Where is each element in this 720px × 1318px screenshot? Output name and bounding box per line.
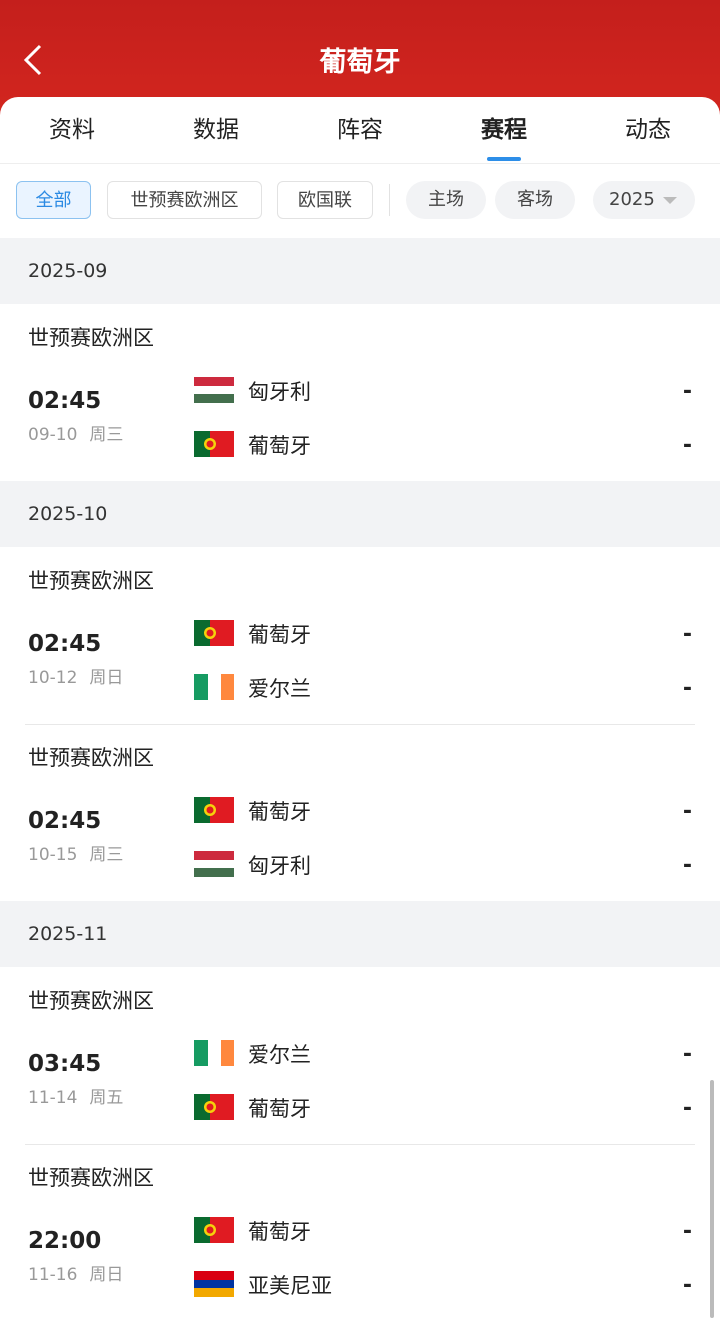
match-time: 22:00 [28, 1228, 102, 1254]
team-flag [194, 1094, 234, 1120]
tab[interactable]: 赛程 [432, 97, 576, 163]
team-name: 亚美尼亚 [248, 1274, 332, 1298]
date: 10-12 [28, 668, 78, 688]
divider [389, 184, 390, 216]
team-flag [194, 851, 234, 877]
team-name: 葡萄牙 [248, 800, 311, 824]
match-date: 11-14 周五 [28, 1083, 123, 1108]
team-name: 匈牙利 [248, 854, 311, 878]
team-score: - [682, 1042, 692, 1067]
team-score: - [682, 379, 692, 404]
date: 11-14 [28, 1088, 78, 1108]
team-flag [194, 797, 234, 823]
team-name: 葡萄牙 [248, 1097, 311, 1121]
team-score: - [682, 622, 692, 647]
dropdown-arrow [662, 197, 677, 204]
competition: 世预赛欧洲区 [28, 326, 154, 350]
team-flag [194, 1040, 234, 1066]
tab[interactable]: 阵容 [337, 117, 383, 143]
match-time: 03:45 [28, 1051, 102, 1077]
date: 11-16 [28, 1265, 78, 1285]
tab[interactable]: 数据 [193, 117, 239, 143]
venue-chip[interactable]: 客场 [495, 181, 575, 219]
match-time: 02:45 [28, 388, 102, 414]
tab[interactable]: 动态 [625, 117, 671, 143]
team-flag [194, 1271, 234, 1297]
weekday: 周五 [89, 1088, 124, 1108]
competition: 世预赛欧洲区 [28, 569, 154, 593]
match-card[interactable]: 世预赛欧洲区 22:00 11-16 周日 葡萄牙 - 亚美尼亚 - [0, 1144, 720, 1318]
match-date: 10-15 周三 [28, 840, 123, 865]
month-header: 2025-11 [0, 901, 720, 967]
match-card[interactable]: 世预赛欧洲区 02:45 10-12 周日 葡萄牙 - 爱尔兰 - [0, 547, 720, 724]
weekday: 周三 [89, 845, 124, 865]
competition: 世预赛欧洲区 [28, 1166, 154, 1190]
team-name: 爱尔兰 [248, 1043, 311, 1067]
team-flag [194, 674, 234, 700]
filter-chip[interactable]: 世预赛欧洲区 [107, 181, 262, 219]
team-name: 爱尔兰 [248, 677, 311, 701]
team-name: 葡萄牙 [248, 623, 311, 647]
team-score: - [682, 1219, 692, 1244]
team-score: - [682, 799, 692, 824]
content-panel: 资料 数据 阵容 赛程 动态 全部 世预赛欧洲区 欧国联 主场 客场 2025 2025-09 世预… [0, 97, 720, 1318]
competition: 世预赛欧洲区 [28, 989, 154, 1013]
weekday: 周日 [89, 1265, 124, 1285]
team-score: - [682, 433, 692, 458]
competition: 世预赛欧洲区 [28, 746, 154, 770]
date: 09-10 [28, 425, 78, 445]
match-card[interactable]: 世预赛欧洲区 02:45 10-15 周三 葡萄牙 - 匈牙利 - [0, 724, 720, 901]
filter-bar: 全部 世预赛欧洲区 欧国联 主场 客场 2025 [0, 164, 720, 238]
team-score: - [682, 1273, 692, 1298]
back-button[interactable] [14, 40, 54, 80]
team-name: 葡萄牙 [248, 1220, 311, 1244]
team-name: 匈牙利 [248, 380, 311, 404]
team-score: - [682, 676, 692, 701]
match-time: 02:45 [28, 808, 102, 834]
team-flag [194, 620, 234, 646]
tab-bar: 资料 数据 阵容 赛程 动态 [0, 97, 720, 164]
year-select[interactable]: 2025 [593, 181, 695, 219]
match-time: 02:45 [28, 631, 102, 657]
match-date: 11-16 周日 [28, 1260, 123, 1285]
team-flag [194, 377, 234, 403]
weekday: 周日 [89, 668, 124, 688]
team-score: - [682, 853, 692, 878]
team-score: - [682, 1096, 692, 1121]
match-date: 09-10 周三 [28, 420, 123, 445]
scrollbar [710, 1080, 714, 1318]
match-card[interactable]: 世预赛欧洲区 02:45 09-10 周三 匈牙利 - 葡萄牙 - [0, 304, 720, 481]
tab[interactable]: 资料 [49, 117, 95, 143]
match-list: 2025-09 世预赛欧洲区 02:45 09-10 周三 匈牙利 - 葡萄牙 -2025-10… [0, 238, 720, 1318]
team-flag [194, 431, 234, 457]
filter-chip[interactable]: 全部 [16, 181, 91, 219]
filter-chip[interactable]: 欧国联 [277, 181, 373, 219]
year-label: 2025 [609, 189, 655, 210]
match-date: 10-12 周日 [28, 663, 123, 688]
team-flag [194, 1217, 234, 1243]
match-card[interactable]: 世预赛欧洲区 03:45 11-14 周五 爱尔兰 - 葡萄牙 - [0, 967, 720, 1144]
month-header: 2025-10 [0, 481, 720, 547]
date: 10-15 [28, 845, 78, 865]
team-name: 葡萄牙 [248, 434, 311, 458]
month-header: 2025-09 [0, 238, 720, 304]
venue-chip[interactable]: 主场 [406, 181, 486, 219]
page-title: 葡萄牙 [319, 47, 401, 78]
weekday: 周三 [89, 425, 124, 445]
